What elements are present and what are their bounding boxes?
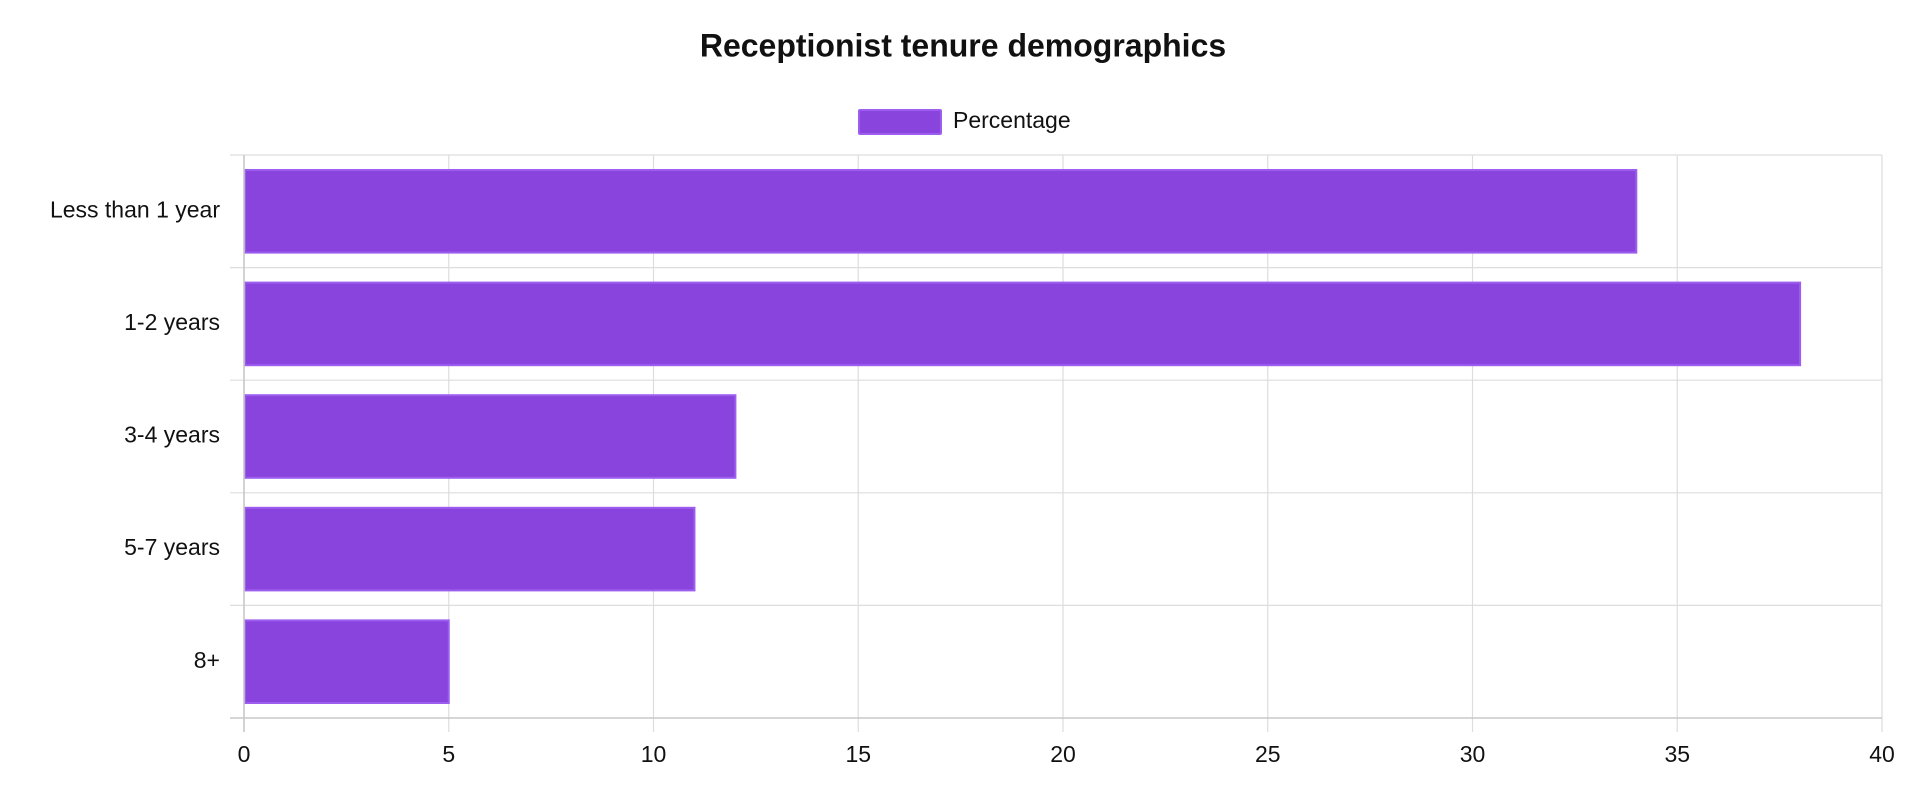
- legend[interactable]: Percentage: [858, 107, 1071, 135]
- bar[interactable]: [244, 394, 737, 479]
- bars: [244, 169, 1802, 705]
- x-tick-label: 20: [1050, 741, 1076, 767]
- axes: [230, 155, 1882, 732]
- x-tick-label: 5: [442, 741, 455, 767]
- x-tick-label: 10: [641, 741, 667, 767]
- y-tick-label: 8+: [194, 647, 220, 673]
- bar[interactable]: [244, 169, 1638, 254]
- y-tick-label: 5-7 years: [124, 534, 220, 560]
- x-tick-label: 40: [1869, 741, 1895, 767]
- y-tick-label: 1-2 years: [124, 309, 220, 335]
- bar[interactable]: [244, 281, 1802, 367]
- x-tick-label: 0: [238, 741, 251, 767]
- y-axis-tick-labels: Less than 1 year 1-2 years 3-4 years 5-7 ye…: [50, 196, 220, 672]
- x-tick-label: 25: [1255, 741, 1281, 767]
- chart-title: Receptionist tenure demographics: [700, 27, 1226, 63]
- x-axis-tick-labels: 0 5 10 15 20 25 30 35 40: [238, 741, 1895, 767]
- legend-swatch: [858, 109, 942, 135]
- bar[interactable]: [244, 619, 450, 705]
- x-tick-label: 15: [845, 741, 871, 767]
- y-tick-label: 3-4 years: [124, 422, 220, 448]
- y-tick-label: Less than 1 year: [50, 196, 220, 222]
- bar[interactable]: [244, 506, 696, 592]
- legend-label: Percentage: [953, 107, 1071, 133]
- x-tick-label: 35: [1664, 741, 1690, 767]
- x-tick-label: 30: [1460, 741, 1486, 767]
